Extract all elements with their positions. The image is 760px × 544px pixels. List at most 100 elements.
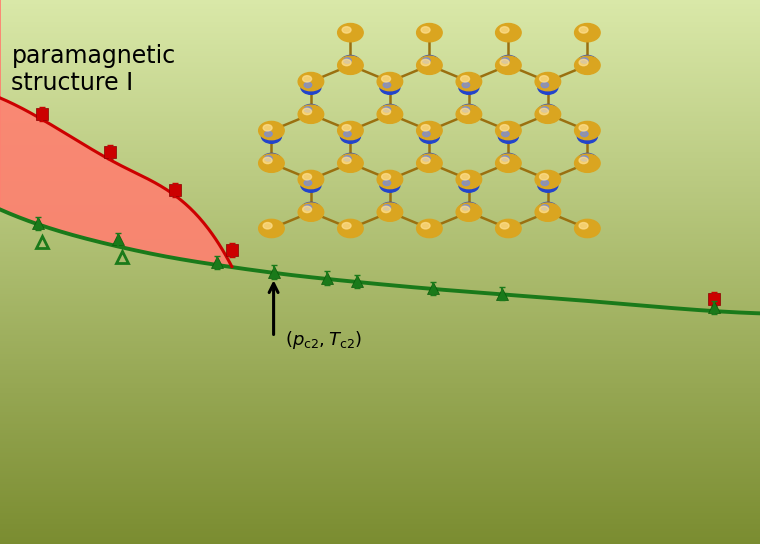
Circle shape <box>579 157 588 164</box>
Circle shape <box>380 202 400 217</box>
Text: $(p_{\rm c2},T_{\rm c2})$: $(p_{\rm c2},T_{\rm c2})$ <box>285 330 362 351</box>
Circle shape <box>496 154 521 172</box>
Circle shape <box>302 76 312 82</box>
Circle shape <box>579 59 588 66</box>
Circle shape <box>344 131 351 137</box>
Circle shape <box>541 180 549 186</box>
Circle shape <box>342 59 351 66</box>
Circle shape <box>579 27 588 33</box>
Circle shape <box>540 174 549 180</box>
Circle shape <box>423 58 430 63</box>
Circle shape <box>304 107 312 112</box>
Circle shape <box>337 23 363 42</box>
Circle shape <box>461 174 470 180</box>
Circle shape <box>304 180 312 186</box>
Circle shape <box>383 82 391 88</box>
Circle shape <box>462 180 470 186</box>
Circle shape <box>461 206 470 213</box>
Circle shape <box>298 170 324 189</box>
Circle shape <box>298 105 324 123</box>
Circle shape <box>496 23 521 42</box>
Circle shape <box>496 56 521 75</box>
Circle shape <box>456 170 482 189</box>
Circle shape <box>420 153 439 168</box>
Circle shape <box>578 129 597 143</box>
Circle shape <box>342 125 351 131</box>
Circle shape <box>541 82 549 88</box>
Circle shape <box>342 222 351 229</box>
Circle shape <box>337 121 363 140</box>
Circle shape <box>581 131 588 137</box>
Circle shape <box>535 105 561 123</box>
Circle shape <box>459 80 479 94</box>
Circle shape <box>344 58 351 63</box>
Circle shape <box>264 156 272 161</box>
Circle shape <box>538 202 558 217</box>
Circle shape <box>301 178 321 192</box>
Circle shape <box>500 59 509 66</box>
Circle shape <box>423 131 430 137</box>
Text: paramagnetic
structure I: paramagnetic structure I <box>11 44 176 95</box>
Circle shape <box>264 131 272 137</box>
Circle shape <box>579 125 588 131</box>
Circle shape <box>499 129 518 143</box>
Circle shape <box>337 219 363 238</box>
Circle shape <box>541 205 549 210</box>
Circle shape <box>304 205 312 210</box>
Circle shape <box>380 80 400 94</box>
Circle shape <box>538 80 558 94</box>
Circle shape <box>383 205 391 210</box>
Circle shape <box>342 157 351 164</box>
Circle shape <box>575 56 600 75</box>
Circle shape <box>575 121 600 140</box>
Circle shape <box>502 156 509 161</box>
Circle shape <box>579 222 588 229</box>
Circle shape <box>538 178 558 192</box>
Circle shape <box>382 174 391 180</box>
Circle shape <box>261 153 281 168</box>
Circle shape <box>340 55 360 70</box>
Circle shape <box>578 153 597 168</box>
Circle shape <box>540 108 549 115</box>
Circle shape <box>340 153 360 168</box>
Circle shape <box>263 157 272 164</box>
Circle shape <box>298 72 324 91</box>
Circle shape <box>456 105 482 123</box>
Circle shape <box>342 27 351 33</box>
Circle shape <box>301 104 321 119</box>
Circle shape <box>258 121 284 140</box>
Circle shape <box>535 72 561 91</box>
Circle shape <box>535 203 561 221</box>
Circle shape <box>416 219 442 238</box>
Circle shape <box>575 154 600 172</box>
Circle shape <box>462 107 470 112</box>
Circle shape <box>302 174 312 180</box>
Circle shape <box>500 125 509 131</box>
Circle shape <box>380 178 400 192</box>
Circle shape <box>377 203 403 221</box>
Circle shape <box>461 76 470 82</box>
Circle shape <box>258 154 284 172</box>
Circle shape <box>377 105 403 123</box>
Circle shape <box>383 107 391 112</box>
Circle shape <box>380 104 400 119</box>
Circle shape <box>377 72 403 91</box>
Circle shape <box>263 222 272 229</box>
Circle shape <box>461 108 470 115</box>
Circle shape <box>416 56 442 75</box>
Polygon shape <box>0 0 232 267</box>
Circle shape <box>541 107 549 112</box>
Circle shape <box>298 203 324 221</box>
Circle shape <box>304 82 312 88</box>
Circle shape <box>540 76 549 82</box>
Circle shape <box>456 203 482 221</box>
Circle shape <box>500 157 509 164</box>
Circle shape <box>581 156 588 161</box>
Circle shape <box>421 125 430 131</box>
Circle shape <box>499 153 518 168</box>
Circle shape <box>416 154 442 172</box>
Circle shape <box>423 156 430 161</box>
Circle shape <box>462 205 470 210</box>
Circle shape <box>540 206 549 213</box>
Circle shape <box>344 156 351 161</box>
